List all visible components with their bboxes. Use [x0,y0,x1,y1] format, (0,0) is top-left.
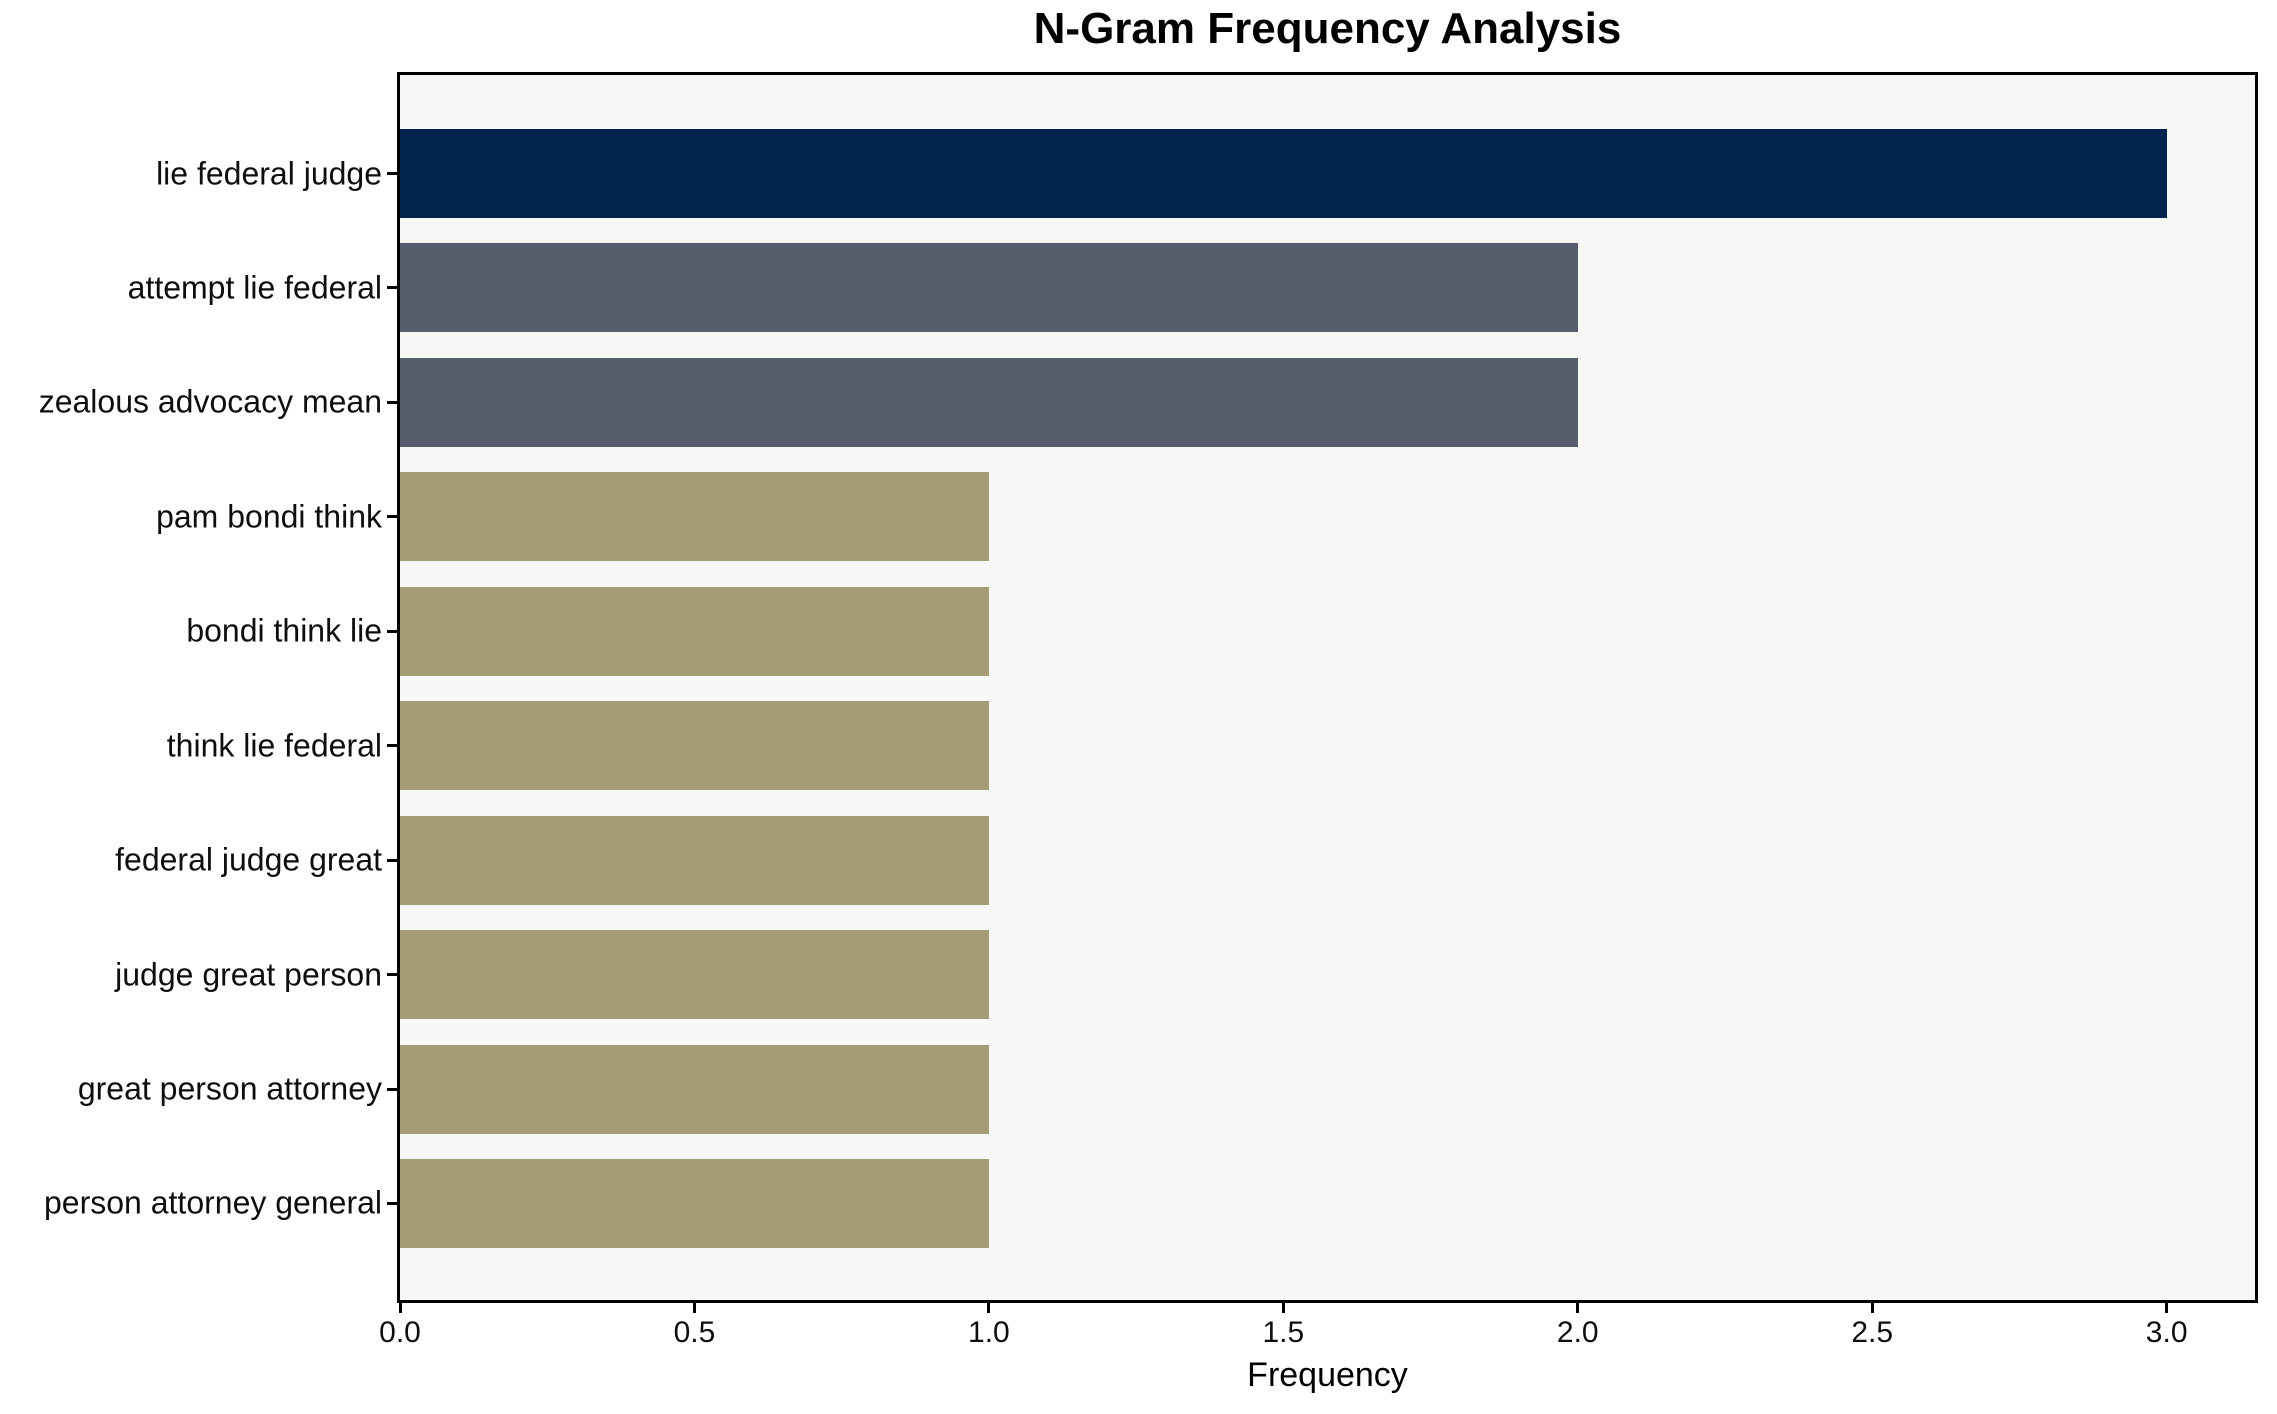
y-tick-mark [387,515,397,519]
x-tick-mark [987,1303,991,1313]
y-tick-label: bondi think lie [186,612,382,649]
y-tick-label: attempt lie federal [127,269,382,306]
y-tick-mark [387,286,397,290]
y-tick-label: zealous advocacy mean [38,383,382,420]
x-tick-mark [398,1303,402,1313]
bar [400,243,1578,333]
y-tick-label: pam bondi think [156,498,382,535]
bar [400,472,989,562]
bar [400,701,989,791]
y-tick-label: judge great person [115,955,382,992]
x-axis-title: Frequency [1247,1356,1408,1394]
bar [400,586,989,676]
x-tick-label: 1.0 [968,1316,1010,1349]
x-tick-mark [1281,1303,1285,1313]
y-tick-label: think lie federal [166,727,382,764]
x-tick-mark [1576,1303,1580,1313]
y-tick-label: federal judge great [115,841,382,878]
y-tick-mark [387,400,397,404]
bar [400,815,989,905]
x-tick-label: 1.5 [1262,1316,1305,1349]
bar [400,357,1578,447]
x-tick-mark [1870,1303,1874,1313]
y-tick-mark [387,629,397,633]
x-tick-label: 2.5 [1851,1316,1894,1349]
chart-title: N-Gram Frequency Analysis [1033,4,1622,53]
y-tick-label: lie federal judge [156,154,382,191]
y-tick-mark [387,172,397,175]
x-tick-mark [2165,1303,2169,1313]
x-tick-label: 0.5 [673,1316,716,1349]
x-tick-label: 2.0 [1556,1316,1599,1349]
y-tick-mark [387,1201,397,1205]
y-tick-mark [387,1087,397,1091]
bar [400,930,989,1020]
y-tick-mark [387,973,397,977]
plot-area [397,72,2258,1303]
x-tick-label: 0.0 [379,1316,421,1349]
y-tick-label: person attorney general [44,1184,382,1221]
bar [400,1158,989,1248]
x-tick-label: 3.0 [2145,1316,2188,1349]
y-tick-mark [387,744,397,748]
y-tick-mark [387,858,397,862]
y-tick-label: great person attorney [77,1070,382,1107]
bar [400,129,2167,218]
x-tick-mark [692,1303,696,1313]
bar [400,1044,989,1134]
